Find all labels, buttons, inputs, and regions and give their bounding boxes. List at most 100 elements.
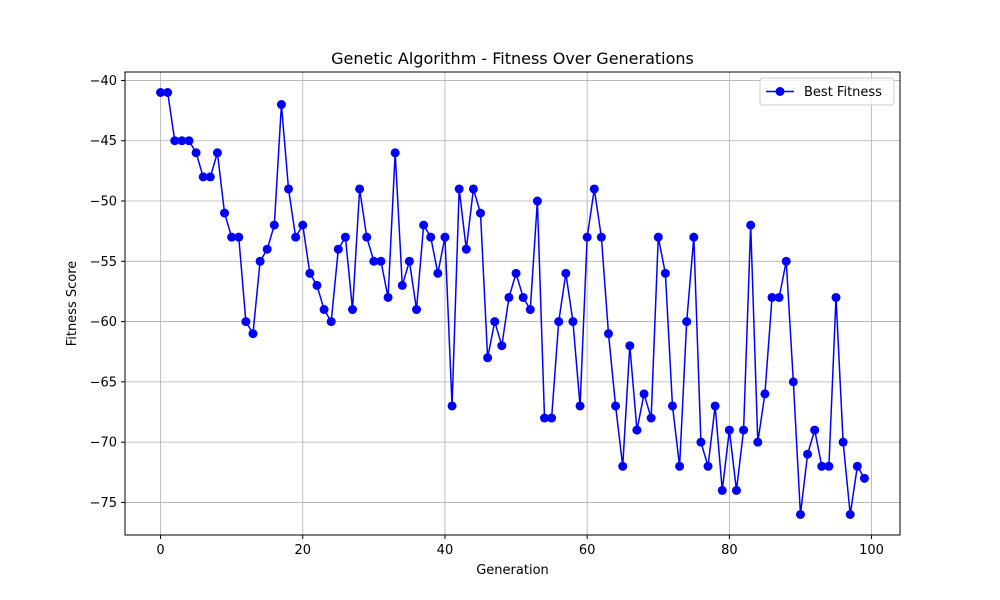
y-tick-label: −65 (90, 375, 117, 390)
data-point-gen-8 (212, 148, 222, 158)
legend: Best Fitness (759, 77, 895, 106)
x-axis-ticks: 0 20 40 60 80 100 (156, 535, 884, 558)
data-point-gen-85 (760, 389, 770, 399)
legend-marker-swatch (775, 87, 785, 96)
data-point-gen-84 (753, 437, 763, 447)
data-point-gen-44 (468, 184, 478, 194)
data-point-gen-26 (340, 232, 350, 242)
data-point-gen-37 (419, 220, 429, 230)
y-tick-label: −45 (90, 134, 117, 149)
plot-area (125, 72, 900, 535)
data-point-gen-76 (696, 437, 706, 447)
data-point-gen-86 (767, 292, 777, 302)
data-point-gen-82 (739, 425, 749, 435)
data-point-gen-20 (298, 220, 308, 230)
data-point-gen-49 (504, 292, 514, 302)
y-tick-label: −55 (90, 255, 117, 270)
y-tick-label: −40 (90, 74, 117, 89)
data-point-gen-59 (575, 401, 585, 411)
data-point-gen-97 (845, 510, 855, 519)
data-point-gen-68 (639, 389, 649, 399)
data-point-gen-39 (433, 268, 443, 278)
data-point-gen-38 (426, 232, 436, 242)
data-point-gen-10 (227, 232, 237, 242)
data-point-gen-14 (255, 256, 265, 266)
data-point-gen-4 (184, 136, 194, 146)
x-tick-label: 60 (579, 543, 596, 558)
data-point-gen-96 (838, 437, 848, 447)
data-point-gen-63 (603, 329, 613, 339)
data-point-gen-53 (532, 196, 542, 206)
data-point-gen-51 (518, 292, 528, 302)
data-point-gen-70 (653, 232, 663, 242)
data-point-gen-42 (454, 184, 464, 194)
data-point-gen-57 (561, 268, 571, 278)
data-point-gen-87 (774, 292, 784, 302)
data-point-gen-88 (781, 256, 791, 266)
data-point-gen-5 (191, 148, 201, 158)
data-point-gen-74 (682, 317, 692, 327)
data-point-gen-46 (483, 353, 493, 363)
data-point-gen-56 (554, 317, 564, 327)
data-point-gen-40 (440, 232, 450, 242)
data-point-gen-77 (703, 461, 713, 471)
data-point-gen-41 (447, 401, 457, 411)
y-tick-label: −60 (90, 315, 117, 330)
series-line-best-fitness (160, 91, 866, 516)
y-tick-label: −70 (90, 436, 117, 451)
data-point-gen-45 (476, 208, 485, 218)
data-point-gen-34 (397, 280, 407, 290)
x-tick-label: 20 (294, 543, 311, 558)
data-point-gen-50 (511, 268, 521, 278)
data-point-gen-17 (276, 100, 286, 110)
data-point-gen-73 (675, 461, 685, 471)
data-point-gen-89 (788, 377, 798, 387)
legend-entry-label: Best Fitness (804, 85, 882, 100)
data-point-gen-1 (163, 88, 173, 97)
y-tick-label: −50 (90, 195, 117, 210)
data-point-gen-21 (305, 268, 315, 278)
data-point-gen-58 (568, 317, 578, 327)
x-tick-label: 0 (156, 543, 164, 558)
data-point-gen-7 (205, 172, 215, 182)
data-point-gen-94 (824, 461, 834, 471)
legend-box (759, 77, 895, 106)
data-point-gen-0 (156, 88, 166, 97)
data-point-gen-52 (525, 305, 535, 315)
data-point-gen-78 (710, 401, 720, 411)
data-point-gen-90 (795, 510, 805, 519)
data-point-gen-47 (490, 317, 500, 327)
plot-frame (124, 71, 901, 536)
data-point-gen-81 (731, 485, 741, 495)
chart-title: Genetic Algorithm - Fitness Over Generat… (331, 49, 694, 68)
data-point-gen-71 (660, 268, 670, 278)
data-point-gen-19 (291, 232, 301, 242)
data-point-gen-62 (596, 232, 606, 242)
data-point-gen-23 (319, 305, 329, 315)
y-axis-label: Fitness Score (65, 261, 80, 347)
data-point-gen-72 (667, 401, 677, 411)
data-point-gen-99 (859, 473, 869, 483)
data-point-gen-2 (170, 136, 180, 146)
x-tick-label: 40 (437, 543, 454, 558)
data-point-gen-18 (284, 184, 294, 194)
data-point-gen-36 (412, 305, 422, 315)
data-point-gen-79 (717, 485, 727, 495)
x-axis-label: Generation (476, 563, 549, 578)
data-point-gen-61 (589, 184, 599, 194)
data-point-gen-22 (312, 280, 322, 290)
data-point-gen-80 (724, 425, 734, 435)
data-point-gen-12 (241, 317, 251, 327)
data-point-gen-64 (611, 401, 621, 411)
data-point-gen-98 (852, 461, 862, 471)
series-layer (156, 88, 869, 519)
data-point-gen-92 (810, 425, 820, 435)
data-point-gen-75 (689, 232, 699, 242)
data-point-gen-91 (803, 449, 813, 459)
data-point-gen-9 (220, 208, 230, 218)
data-point-gen-35 (404, 256, 414, 266)
data-point-gen-31 (376, 256, 386, 266)
data-point-gen-30 (369, 256, 379, 266)
data-point-gen-33 (390, 148, 400, 158)
